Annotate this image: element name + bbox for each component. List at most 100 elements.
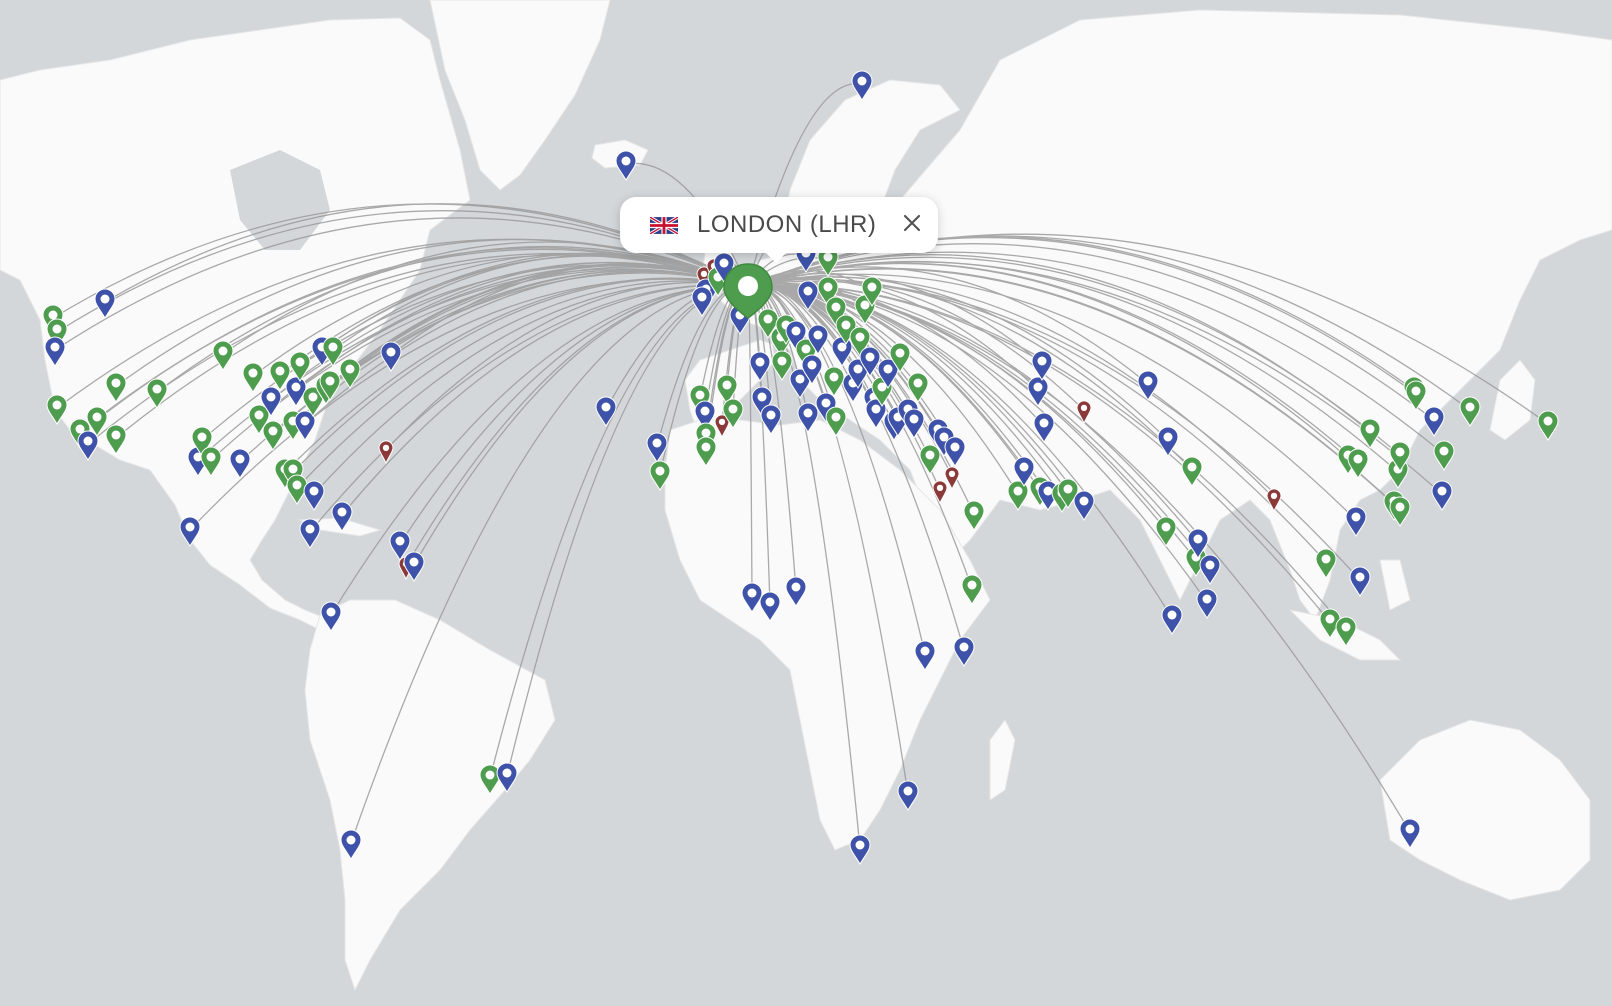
airport-marker-icon[interactable] (269, 360, 291, 391)
airport-marker-icon[interactable] (1076, 400, 1092, 425)
airport-marker-icon[interactable] (44, 336, 66, 367)
airport-marker-icon[interactable] (903, 408, 925, 439)
airport-marker-icon[interactable] (1405, 380, 1427, 411)
hub-marker-icon[interactable] (723, 263, 773, 319)
airport-marker-icon[interactable] (760, 404, 782, 435)
airport-marker-icon[interactable] (1187, 528, 1209, 559)
airport-marker-icon[interactable] (146, 378, 168, 409)
airport-marker-icon[interactable] (294, 410, 316, 441)
airport-markers[interactable] (42, 70, 1559, 865)
airport-marker-icon[interactable] (1347, 448, 1369, 479)
airport-marker-icon[interactable] (722, 398, 744, 429)
airport-marker-icon[interactable] (749, 351, 771, 382)
airport-marker-icon[interactable] (861, 276, 883, 307)
airport-marker-icon[interactable] (1007, 480, 1029, 511)
airport-marker-icon[interactable] (751, 386, 773, 417)
airport-marker-icon[interactable] (914, 640, 936, 671)
airport-marker-icon[interactable] (865, 398, 887, 429)
airport-marker-icon[interactable] (46, 318, 68, 349)
airport-marker-icon[interactable] (1196, 588, 1218, 619)
airport-marker-icon[interactable] (1389, 496, 1411, 527)
airport-marker-icon[interactable] (1155, 516, 1177, 547)
airport-marker-icon[interactable] (859, 346, 881, 377)
airport-marker-icon[interactable] (785, 320, 807, 351)
airport-marker-icon[interactable] (1033, 412, 1055, 443)
airport-marker-icon[interactable] (303, 480, 325, 511)
airport-marker-icon[interactable] (889, 342, 911, 373)
airport-marker-icon[interactable] (789, 368, 811, 399)
airport-marker-icon[interactable] (389, 530, 411, 561)
airport-marker-icon[interactable] (1423, 406, 1445, 437)
airport-marker-icon[interactable] (1459, 396, 1481, 427)
airport-marker-icon[interactable] (191, 426, 213, 457)
airport-marker-icon[interactable] (285, 376, 307, 407)
airport-marker-icon[interactable] (961, 574, 983, 605)
close-icon[interactable] (898, 209, 926, 237)
airport-marker-icon[interactable] (823, 366, 845, 397)
airport-marker-icon[interactable] (815, 392, 837, 423)
airport-marker-icon[interactable] (691, 286, 713, 317)
airport-marker-icon[interactable] (695, 436, 717, 467)
airport-marker-icon[interactable] (595, 396, 617, 427)
airport-marker-icon[interactable] (331, 501, 353, 532)
airport-marker-icon[interactable] (825, 406, 847, 437)
airport-marker-icon[interactable] (1181, 456, 1203, 487)
airport-marker-icon[interactable] (200, 446, 222, 477)
airport-marker-icon[interactable] (1389, 441, 1411, 472)
airport-marker-icon[interactable] (1137, 370, 1159, 401)
airport-marker-icon[interactable] (94, 288, 116, 319)
airport-marker-icon[interactable] (262, 420, 284, 451)
airport-marker-icon[interactable] (286, 474, 308, 505)
airport-marker-icon[interactable] (797, 280, 819, 311)
airport-marker-icon[interactable] (340, 829, 362, 860)
airport-marker-icon[interactable] (907, 372, 929, 403)
airport-marker-icon[interactable] (694, 400, 716, 431)
airport-marker-icon[interactable] (339, 358, 361, 389)
airport-marker-icon[interactable] (1027, 376, 1049, 407)
airport-marker-icon[interactable] (299, 518, 321, 549)
airport-marker-icon[interactable] (1031, 350, 1053, 381)
airport-marker-icon[interactable] (179, 516, 201, 547)
airport-marker-icon[interactable] (260, 386, 282, 417)
airport-marker-icon[interactable] (944, 466, 960, 491)
airport-marker-icon[interactable] (716, 374, 738, 405)
airport-marker-icon[interactable] (105, 424, 127, 455)
airport-marker-icon[interactable] (785, 576, 807, 607)
airport-marker-icon[interactable] (714, 414, 730, 439)
airport-marker-icon[interactable] (1349, 566, 1371, 597)
airport-marker-icon[interactable] (877, 358, 899, 389)
airport-marker-icon[interactable] (759, 591, 781, 622)
airport-marker-icon[interactable] (817, 276, 839, 307)
airport-marker-icon[interactable] (212, 340, 234, 371)
airport-marker-icon[interactable] (380, 341, 402, 372)
airport-marker-icon[interactable] (1433, 440, 1455, 471)
airport-marker-icon[interactable] (105, 372, 127, 403)
airport-marker-icon[interactable] (897, 780, 919, 811)
airport-marker-icon[interactable] (963, 500, 985, 531)
airport-marker-icon[interactable] (1335, 616, 1357, 647)
airport-marker-icon[interactable] (825, 296, 847, 327)
airport-marker-icon[interactable] (646, 432, 668, 463)
airport-marker-icon[interactable] (1537, 410, 1559, 441)
airport-marker-icon[interactable] (801, 354, 823, 385)
airport-marker-icon[interactable] (919, 444, 941, 475)
airport-marker-icon[interactable] (807, 324, 829, 355)
airport-marker-icon[interactable] (302, 386, 324, 417)
airport-marker-icon[interactable] (322, 336, 344, 367)
airport-marker-icon[interactable] (320, 601, 342, 632)
airport-marker-icon[interactable] (496, 762, 518, 793)
airport-marker-icon[interactable] (932, 480, 948, 505)
airport-marker-icon[interactable] (229, 448, 251, 479)
airport-marker-icon[interactable] (1399, 818, 1421, 849)
airport-marker-icon[interactable] (1431, 480, 1453, 511)
airport-marker-icon[interactable] (649, 460, 671, 491)
airport-marker-icon[interactable] (479, 764, 501, 795)
airport-marker-icon[interactable] (849, 326, 871, 357)
airport-marker-icon[interactable] (282, 458, 304, 489)
airport-marker-icon[interactable] (1013, 456, 1035, 487)
airport-marker-icon[interactable] (1199, 554, 1221, 585)
airport-marker-icon[interactable] (849, 834, 871, 865)
airport-marker-icon[interactable] (248, 404, 270, 435)
airport-marker-icon[interactable] (403, 551, 425, 582)
